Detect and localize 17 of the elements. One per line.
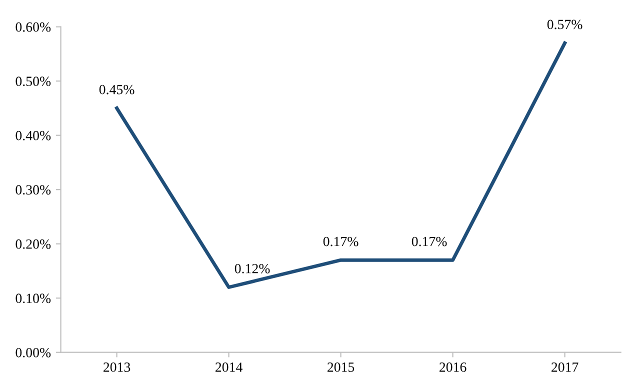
x-tick-label: 2016 [440,362,466,372]
x-tick-label: 2015 [328,362,354,372]
y-tick-label: 0.30% [16,185,51,195]
y-tick-label: 0.10% [16,294,51,304]
x-tick-label: 2017 [552,362,578,372]
y-tick-label: 0.40% [16,130,51,140]
y-tick-label: 0.50% [16,76,51,86]
data-label: 0.17% [323,236,358,246]
data-label: 0.45% [99,84,134,94]
x-tick-label: 2013 [104,362,130,372]
y-tick-label: 0.60% [16,22,51,32]
data-label: 0.17% [412,236,447,246]
y-tick-label: 0.20% [16,239,51,249]
data-label: 0.12% [234,264,270,274]
x-tick-label: 2014 [216,362,242,372]
data-label: 0.57% [547,20,582,30]
y-tick-label: 0.00% [16,348,51,358]
